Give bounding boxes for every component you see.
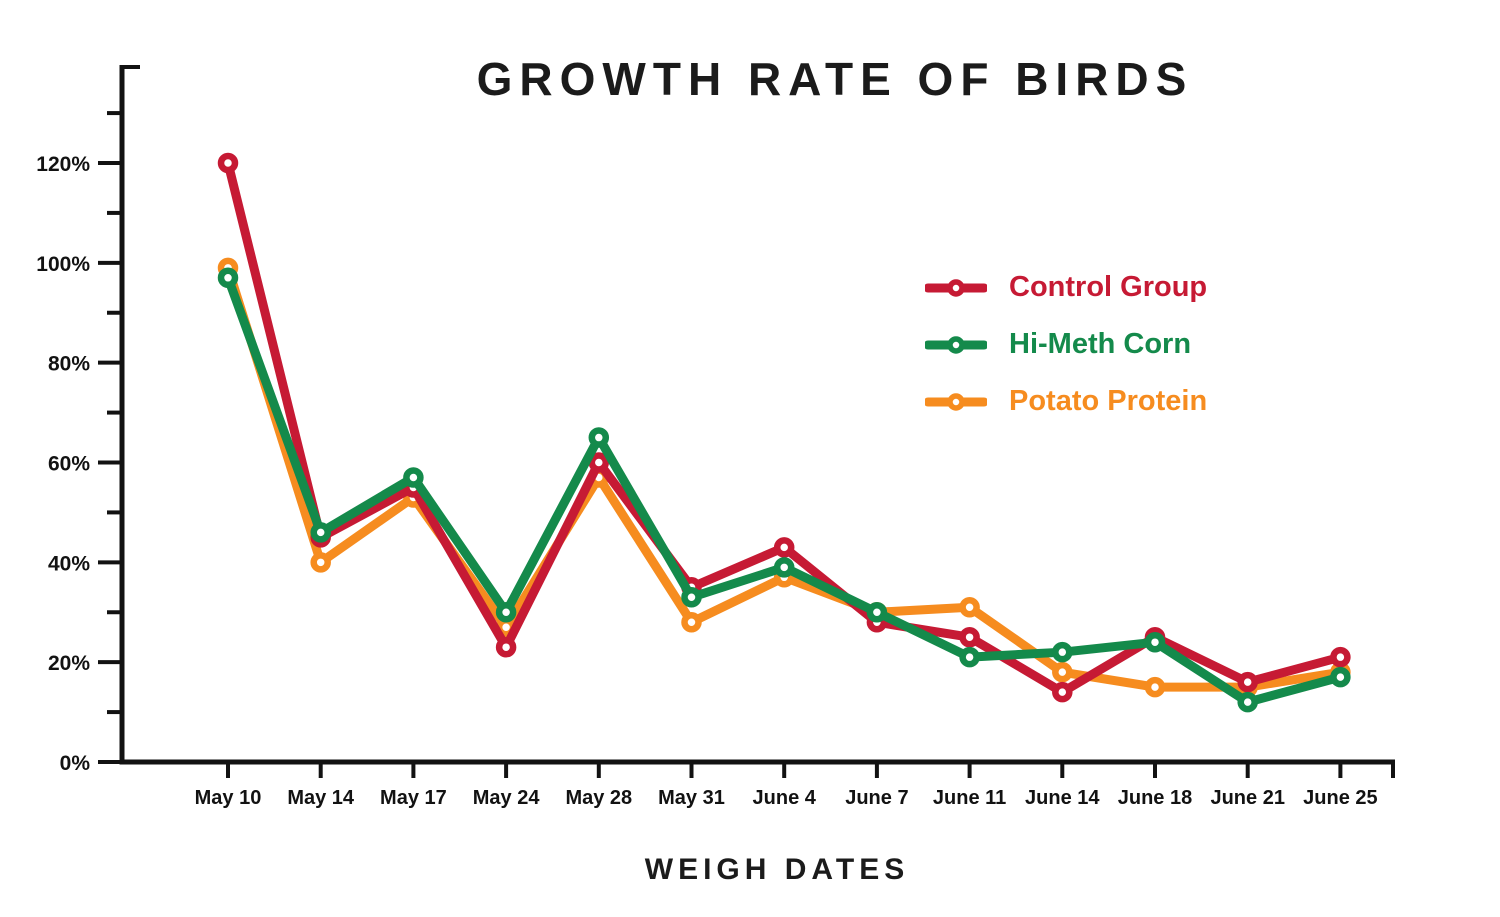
data-point-marker-hi-meth-corn [959,646,980,668]
x-tick-label: May 10 [195,787,262,809]
data-point-marker-control-group [1330,646,1351,668]
data-point-marker-hi-meth-corn [681,587,702,608]
data-point-marker-control-group [588,452,610,473]
data-point-marker-potato-protein [1052,661,1073,683]
legend-line-marker-icon [925,335,987,354]
data-point-marker-hi-meth-corn [866,601,888,623]
x-tick-label: May 31 [658,787,725,809]
y-tick-label: 60% [48,452,90,475]
data-point-marker-potato-protein [959,597,980,618]
legend-item-control-group: Control Group [925,259,1207,316]
data-point-marker-control-group [1237,671,1258,693]
data-point-marker-hi-meth-corn [1144,631,1166,653]
x-tick-label: June 18 [1118,787,1192,809]
data-point-marker-hi-meth-corn [1237,691,1258,713]
y-tick-label: 40% [48,552,90,575]
y-tick-label: 100% [36,253,90,276]
legend: Control Group Hi-Meth Corn Potato Protei… [925,259,1207,430]
y-tick-label: 20% [48,652,90,675]
x-tick-label: May 17 [380,787,447,809]
x-tick-label: June 11 [933,787,1006,809]
data-point-marker-hi-meth-corn [217,267,239,289]
data-point-marker-potato-protein [310,552,331,573]
data-point-marker-hi-meth-corn [1330,666,1351,688]
x-tick-label: June 4 [753,787,817,809]
x-axis-title: WEIGH DATES [644,853,910,886]
y-tick-label: 0% [60,752,91,775]
data-point-marker-potato-protein [681,611,702,633]
legend-label: Hi-Meth Corn [1009,328,1192,360]
x-tick-label: May 14 [287,787,355,809]
legend-line-marker-icon [925,278,987,297]
chart-title: GROWTH RATE OF BIRDS [476,53,1194,105]
data-point-marker-potato-protein [1144,676,1166,698]
data-point-marker-control-group [1052,681,1073,703]
data-point-marker-hi-meth-corn [588,427,610,448]
x-tick-label: May 24 [473,787,541,809]
x-tick-label: June 14 [1025,787,1100,809]
data-point-marker-hi-meth-corn [495,601,517,623]
x-tick-label: June 7 [845,787,908,809]
legend-item-hi-meth-corn: Hi-Meth Corn [925,316,1207,373]
data-point-marker-hi-meth-corn [1052,641,1073,663]
legend-label: Potato Protein [1009,385,1208,417]
legend-label: Control Group [1009,271,1208,303]
legend-line-marker-icon [925,392,987,411]
data-point-marker-hi-meth-corn [403,467,424,488]
data-point-marker-control-group [773,537,795,558]
data-point-marker-hi-meth-corn [310,522,331,543]
x-tick-label: June 21 [1210,787,1284,809]
data-point-marker-hi-meth-corn [773,557,795,578]
y-tick-label: 80% [48,353,90,376]
data-point-marker-control-group [495,636,517,658]
x-tick-label: June 25 [1303,787,1377,809]
legend-item-potato-protein: Potato Protein [925,373,1207,430]
data-point-marker-control-group [217,152,239,174]
x-tick-label: May 28 [565,787,632,809]
y-tick-label: 120% [36,153,90,176]
data-point-marker-control-group [959,626,980,648]
